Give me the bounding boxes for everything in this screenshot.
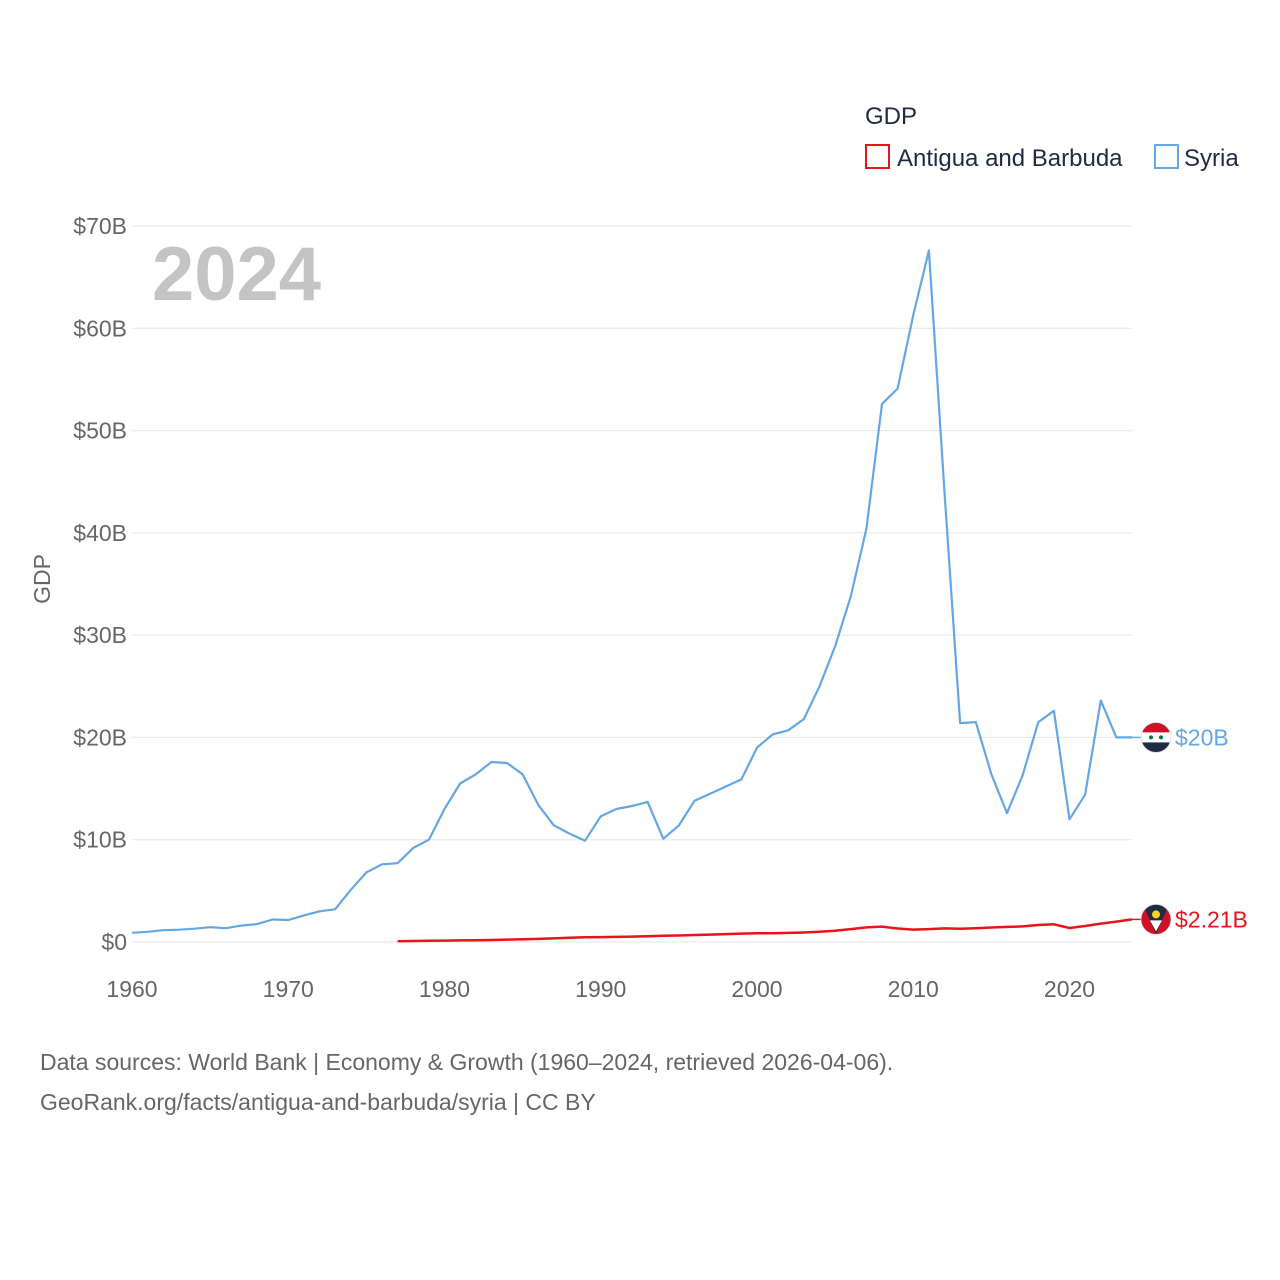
legend-title: GDP (865, 103, 917, 130)
x-tick-label: 2020 (1044, 976, 1095, 1002)
legend-item-antigua[interactable]: Antigua and Barbuda (897, 145, 1123, 172)
end-value-label-syria: $20B (1175, 724, 1229, 750)
source-footer: Data sources: World Bank | Economy & Gro… (40, 1042, 893, 1122)
x-tick-label: 1970 (263, 976, 314, 1002)
antigua-flag-icon (1141, 904, 1171, 935)
series-lines (131, 249, 1142, 943)
x-axis-ticks: 1960 1970 1980 1990 2000 2010 2020 (106, 976, 1095, 1002)
x-tick-label: 2010 (888, 976, 939, 1002)
x-tick-label: 2000 (731, 976, 782, 1002)
legend-swatch (1154, 144, 1179, 169)
y-tick-label: $60B (73, 315, 127, 341)
year-overlay: 2024 (152, 232, 321, 317)
x-tick-label: 1980 (419, 976, 470, 1002)
end-labels: $2.21B $20B (1140, 722, 1248, 935)
x-tick-label: 1960 (106, 976, 157, 1002)
source-line-1: Data sources: World Bank | Economy & Gro… (40, 1049, 894, 1075)
end-value-label-antigua: $2.21B (1175, 906, 1248, 932)
y-tick-label: $40B (73, 520, 127, 546)
series-line-syria (131, 249, 1132, 934)
y-tick-label: $30B (73, 622, 127, 648)
series-line-antigua (397, 918, 1133, 943)
y-tick-label: $10B (73, 827, 127, 853)
y-tick-label: $50B (73, 418, 127, 444)
gdp-line-chart: $0$10B$20B$30B$40B$50B$60B$70B 1960 1970 1… (29, 103, 1248, 1002)
y-tick-label: $70B (73, 213, 127, 239)
y-tick-label: $20B (73, 724, 127, 750)
source-line-2[interactable]: GeoRank.org/facts/antigua-and-barbuda/sy… (40, 1089, 596, 1115)
y-axis-label: GDP (29, 554, 55, 604)
syria-flag-icon (1141, 722, 1171, 753)
grid-lines (132, 225, 1132, 943)
y-axis-ticks: $0 $10B $20B $30B $40B $50B $60B $70B (73, 213, 127, 955)
legend-swatch (865, 144, 890, 169)
x-tick-label: 1990 (575, 976, 626, 1002)
y-tick-label: $0 (101, 929, 127, 955)
legend: GDP Antigua and Barbuda Syria (865, 103, 1239, 172)
legend-item-syria[interactable]: Syria (1184, 145, 1239, 172)
